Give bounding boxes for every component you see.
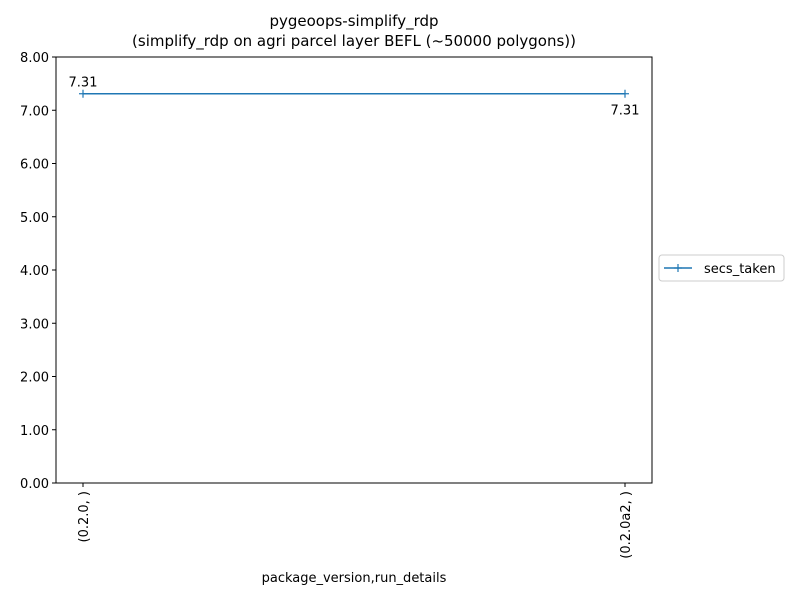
y-tick-label: 6.00 <box>20 158 49 173</box>
y-tick-label: 8.00 <box>20 51 49 66</box>
y-tick-label: 4.00 <box>20 264 49 279</box>
x-tick-label: (0.2.0, ) <box>77 491 92 543</box>
data-label: 7.31 <box>611 104 640 119</box>
chart-subtitle: (simplify_rdp on agri parcel layer BEFL … <box>132 32 576 51</box>
legend-label: secs_taken <box>704 262 776 277</box>
legend: secs_taken <box>658 254 785 282</box>
y-tick-label: 0.00 <box>20 477 49 492</box>
y-axis-ticks: 0.00 1.00 2.00 3.00 4.00 5.00 6.00 7.00 8.00 <box>20 51 56 492</box>
chart-title: pygeoops-simplify_rdp <box>269 12 438 31</box>
y-tick-label: 2.00 <box>20 371 49 386</box>
series-layer: 7.31 7.31 <box>69 76 640 119</box>
y-tick-label: 3.00 <box>20 317 49 332</box>
data-label: 7.31 <box>69 76 98 91</box>
legend-frame <box>658 254 785 282</box>
data-point <box>621 89 629 98</box>
data-point <box>79 89 87 98</box>
y-tick-label: 5.00 <box>20 211 49 226</box>
plot-frame <box>55 56 653 484</box>
y-tick-label: 7.00 <box>20 104 49 119</box>
x-axis-label: package_version,run_details <box>262 571 447 586</box>
y-tick-label: 1.00 <box>20 424 49 439</box>
x-axis-ticks: (0.2.0, ) (0.2.0a2, ) <box>77 483 634 559</box>
x-tick-label: (0.2.0a2, ) <box>619 491 634 559</box>
